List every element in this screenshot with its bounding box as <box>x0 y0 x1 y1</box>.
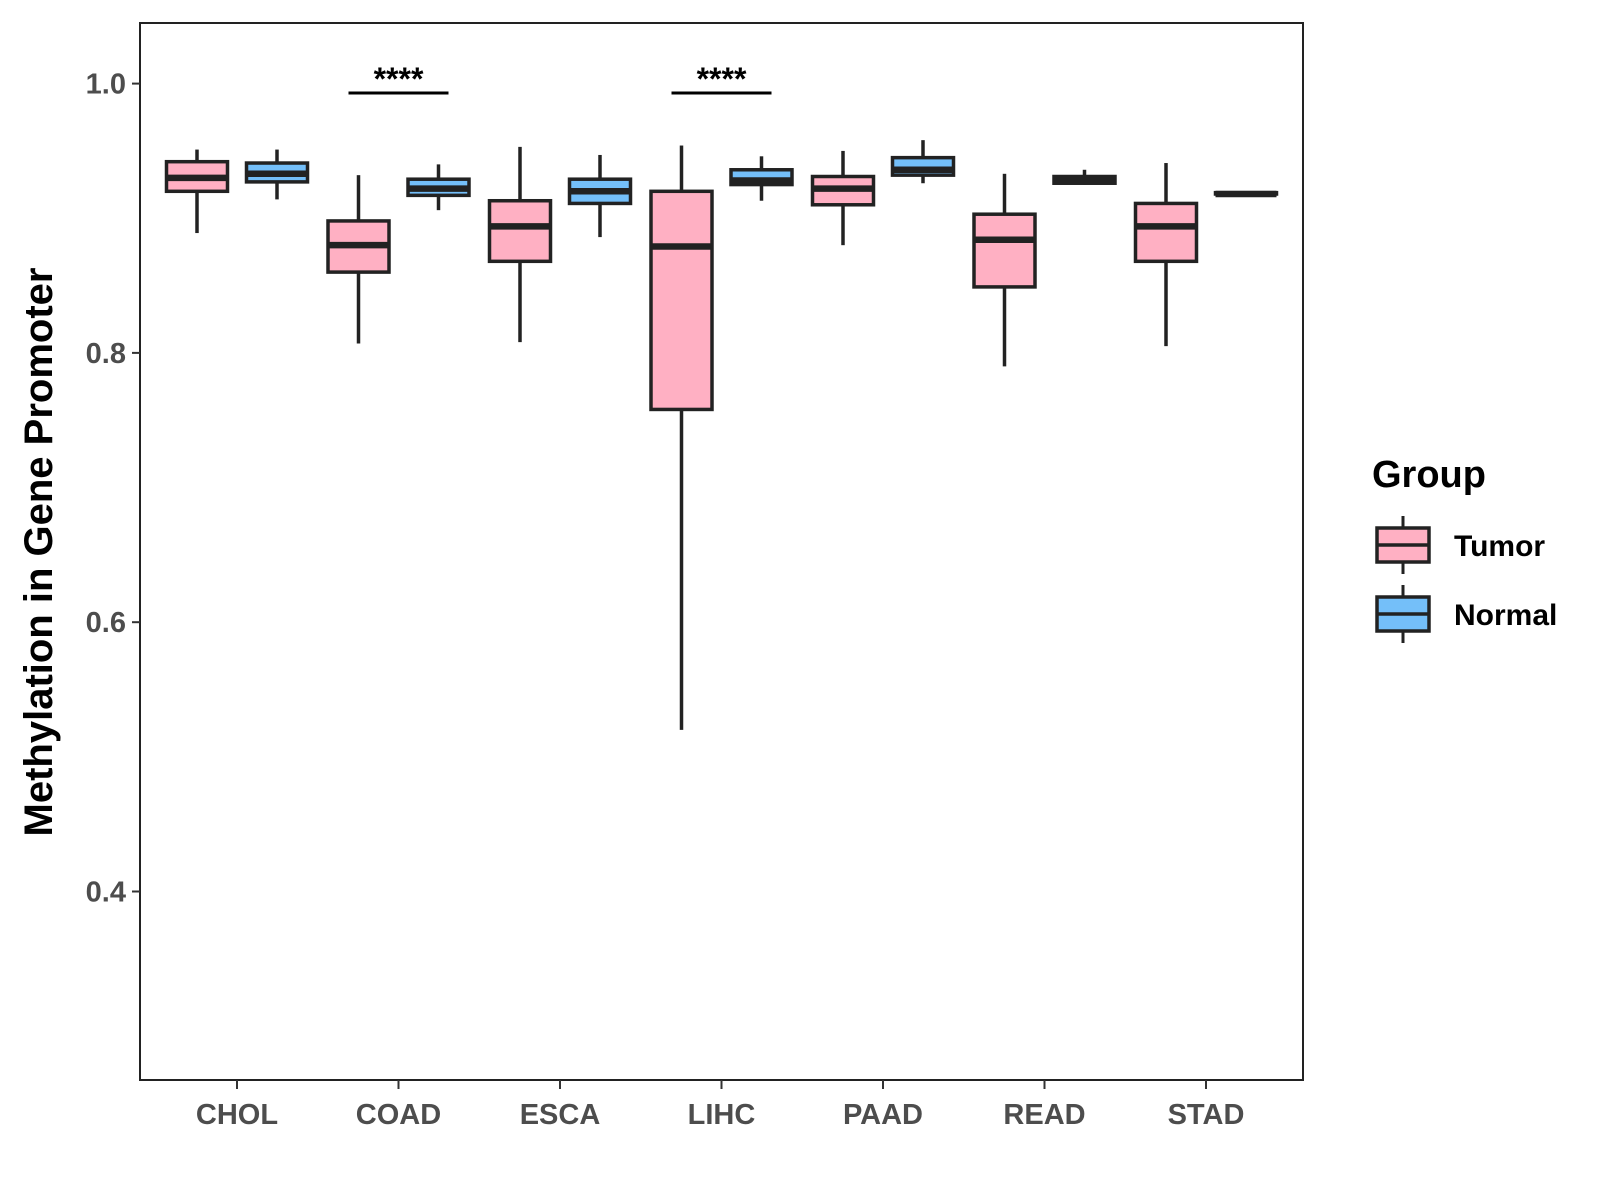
x-tick-label: COAD <box>356 1099 441 1131</box>
legend-key-tumor <box>1375 516 1431 574</box>
normal-box-read <box>1052 169 1117 185</box>
normal-box-chol <box>244 149 310 200</box>
x-tick-label: STAD <box>1168 1099 1245 1131</box>
plot-area: 0.4 0.6 0.8 1.0 CHOL COAD ESCA LIHC PAAD READ STAD… <box>86 22 1304 1131</box>
tumor-box-chol <box>164 149 230 234</box>
box-body <box>972 212 1037 289</box>
tumor-box-coad <box>326 175 391 344</box>
tumor-box-stad <box>1133 163 1199 347</box>
y-tick-label: 0.8 <box>86 338 126 370</box>
legend-label-normal: Normal <box>1454 599 1557 632</box>
legend-title: Group <box>1372 454 1486 496</box>
legend: Group Tumor Normal <box>1372 454 1557 643</box>
normal-box-lihc <box>729 156 794 201</box>
box-body <box>1133 201 1199 264</box>
y-tick-label: 0.4 <box>86 876 126 908</box>
y-tick-label: 0.6 <box>86 607 126 639</box>
normal-box-stad <box>1213 190 1279 198</box>
legend-key-normal <box>1375 585 1431 643</box>
box-body <box>487 198 553 264</box>
tumor-box-paad <box>810 150 876 246</box>
x-tick-label: ESCA <box>520 1099 601 1131</box>
normal-box-paad <box>890 140 956 184</box>
normal-box-esca <box>567 154 633 238</box>
box-body <box>649 189 714 412</box>
normal-box-coad <box>406 164 471 211</box>
significance-label: **** <box>374 61 424 97</box>
x-tick-label: LIHC <box>688 1099 756 1131</box>
y-tick-label: 1.0 <box>86 69 126 101</box>
x-tick-label: CHOL <box>196 1099 278 1131</box>
panel-border <box>139 22 1304 1081</box>
x-tick-label: PAAD <box>843 1099 923 1131</box>
y-axis-title: Methylation in Gene Promoter <box>17 268 61 837</box>
x-tick-label: READ <box>1003 1099 1085 1131</box>
tumor-box-lihc <box>649 145 714 730</box>
tumor-box-read <box>972 173 1037 367</box>
significance-label: **** <box>697 61 747 97</box>
legend-label-tumor: Tumor <box>1454 530 1545 563</box>
tumor-box-esca <box>487 146 553 343</box>
